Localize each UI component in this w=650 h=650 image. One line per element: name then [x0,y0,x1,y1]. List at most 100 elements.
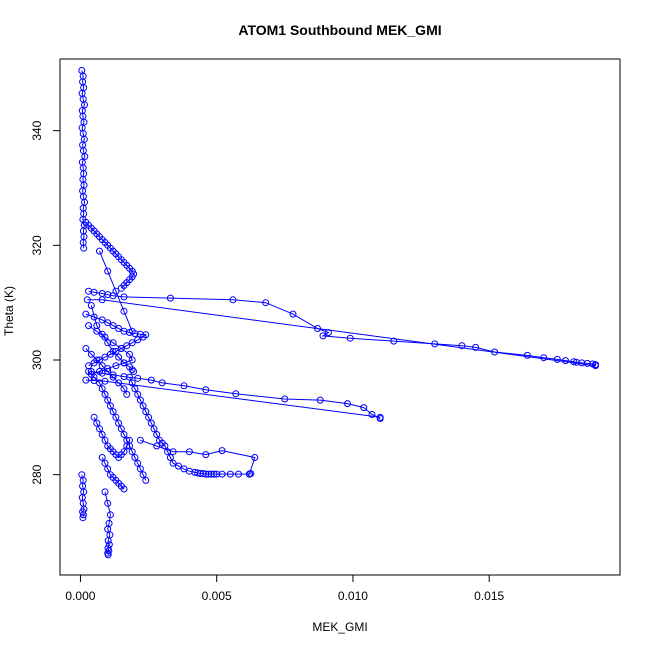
x-tick-label: 0.010 [338,589,368,603]
data-point [79,514,87,522]
data-point [123,442,131,450]
data-point [104,319,112,327]
data-point [104,396,112,404]
data-point [112,413,120,421]
series-line [129,376,251,475]
data-point [120,431,128,438]
data-point [202,470,210,478]
series-line [140,439,256,475]
data-point [112,362,120,370]
y-tick-label: 300 [30,350,44,370]
data-point [251,454,259,461]
data-point [472,343,480,351]
data-point [120,293,128,301]
data-point [109,292,117,300]
data-point [98,316,106,324]
data-point [139,333,147,341]
data-point [104,368,112,375]
data-point [126,436,133,444]
data-point [139,471,147,479]
data-point [115,353,123,361]
series-line [85,379,381,418]
data-point [139,402,147,410]
x-axis-label: MEK_GMI [312,620,367,634]
series-6 [83,296,599,370]
series-14 [90,413,133,461]
data-point [104,551,112,559]
data-point [319,332,327,340]
data-point [109,347,117,355]
data-point [126,373,133,381]
series-line [101,457,125,490]
data-point [90,288,98,296]
series-line [99,250,133,332]
data-point [136,436,144,444]
data-point [85,322,93,330]
data-point [104,544,112,552]
data-point [98,431,106,438]
x-axis: 0.000 0.005 0.010 0.015 [65,574,505,603]
data-point [523,351,531,359]
data-point [104,267,112,275]
data-point [128,448,136,456]
data-point [82,345,90,352]
data-point [101,333,109,341]
data-point [232,390,240,398]
data-point [150,425,158,433]
data-point [83,296,91,304]
data-point [245,470,253,478]
series-line [91,371,381,419]
data-point [262,299,270,307]
series-1 [82,218,138,292]
data-point [592,362,599,370]
data-point [130,368,138,375]
x-tick-label: 0.005 [202,589,232,603]
series-13 [85,368,150,484]
x-tick-label: 0.015 [474,589,504,603]
data-point [96,368,103,375]
data-point [289,310,297,318]
data-point [175,462,182,470]
series-11 [101,488,114,559]
data-point [390,337,398,345]
data-point [562,357,569,365]
data-point [117,345,125,352]
data-point [79,511,87,519]
data-point [115,419,123,427]
data-point [158,379,166,387]
y-axis: 280 300 320 340 [30,120,61,485]
data-point [134,459,142,467]
series-10 [136,436,259,478]
data-point [153,431,161,438]
data-point [166,294,174,302]
data-point [128,379,136,387]
data-point [117,284,125,292]
chart-title: ATOM1 Southbound MEK_GMI [238,22,441,38]
data-point [109,322,117,330]
data-point [128,339,136,347]
data-point [120,485,128,493]
data-point [104,537,112,545]
data-point [553,355,561,363]
series-15 [98,454,128,493]
data-point [104,465,112,473]
data-point [570,358,578,366]
data-point [93,419,101,427]
series-2 [82,310,150,370]
x-tick-label: 0.000 [65,589,95,603]
data-point [80,244,88,252]
data-point [82,310,90,318]
data-point [229,296,237,304]
data-point [101,459,109,467]
data-point [185,448,193,456]
data-point [98,454,106,461]
data-point [180,382,188,390]
data-point [145,413,153,421]
series-12 [78,471,88,522]
series-3 [87,302,138,375]
series-line [88,290,596,366]
data-point [98,385,106,393]
data-point [169,448,177,456]
data-point [101,390,109,398]
